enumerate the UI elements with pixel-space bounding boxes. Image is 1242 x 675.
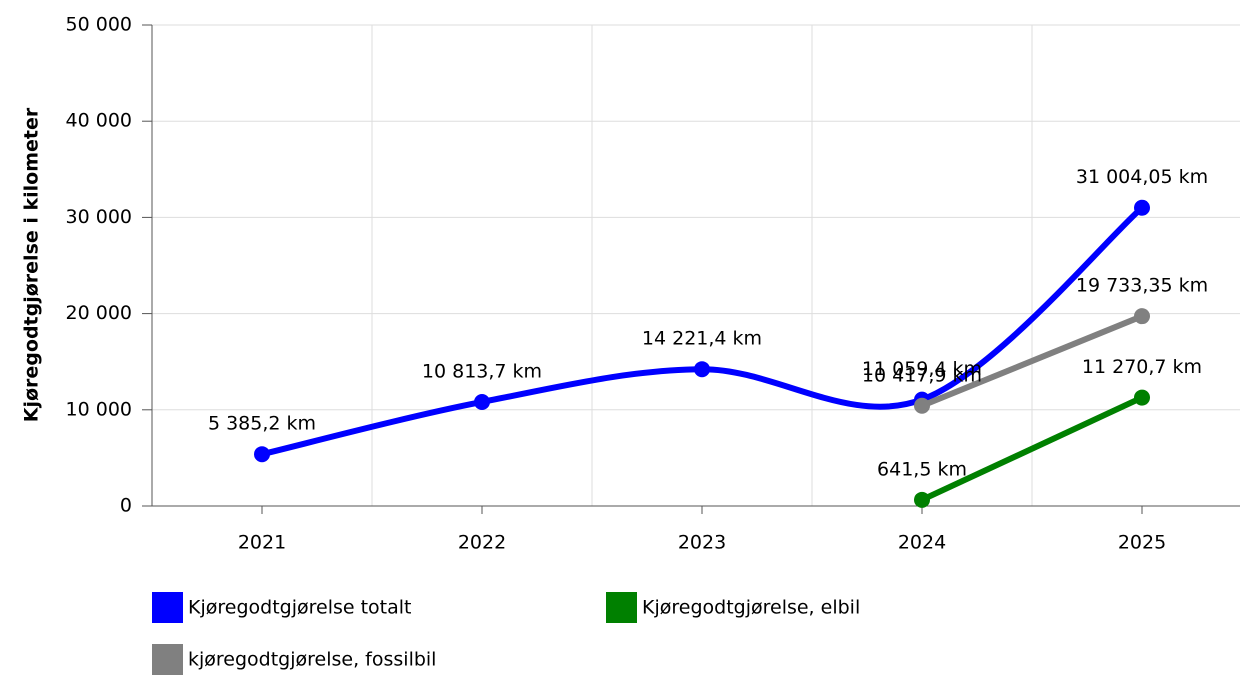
legend-swatch (152, 592, 183, 623)
data-point (1134, 199, 1150, 216)
legend-label: kjøregodtgjørelse, fossilbil (188, 649, 436, 671)
data-label: 641,5 km (877, 458, 967, 480)
data-point (1134, 308, 1150, 325)
data-point (914, 491, 930, 508)
legend-label: Kjøregodtgjørelse, elbil (642, 597, 860, 619)
y-tick-label: 30 000 (66, 206, 132, 228)
data-point (694, 361, 710, 378)
data-label: 11 059,4 km (862, 358, 982, 380)
x-tick-label: 2021 (238, 532, 286, 554)
data-label: 31 004,05 km (1076, 166, 1208, 188)
y-tick-label: 10 000 (66, 398, 132, 420)
data-label: 19 733,35 km (1076, 275, 1208, 297)
y-axis-label: Kjøregodtgjørelse i kilometer (21, 107, 43, 422)
data-label: 10 813,7 km (422, 360, 542, 382)
x-tick-label: 2024 (898, 532, 946, 554)
x-tick-label: 2022 (458, 532, 506, 554)
data-label: 11 270,7 km (1082, 356, 1202, 378)
data-label: 5 385,2 km (208, 413, 316, 435)
data-point (474, 393, 490, 410)
y-tick-label: 40 000 (66, 110, 132, 132)
legend-swatch (606, 592, 637, 623)
data-point (914, 397, 930, 414)
data-point (254, 446, 270, 463)
series-line (920, 394, 1144, 503)
y-tick-label: 20 000 (66, 302, 132, 324)
legend-label: Kjøregodtgjørelse totalt (188, 597, 412, 619)
x-tick-label: 2023 (678, 532, 726, 554)
x-tick-label: 2025 (1118, 532, 1166, 554)
y-tick-label: 0 (120, 495, 132, 517)
data-label: 14 221,4 km (642, 328, 762, 350)
series-line (920, 313, 1144, 409)
data-label: 10 417,9 km (862, 364, 982, 386)
legend-swatch (152, 644, 183, 675)
y-tick-label: 50 000 (66, 14, 132, 36)
data-point (1134, 389, 1150, 406)
